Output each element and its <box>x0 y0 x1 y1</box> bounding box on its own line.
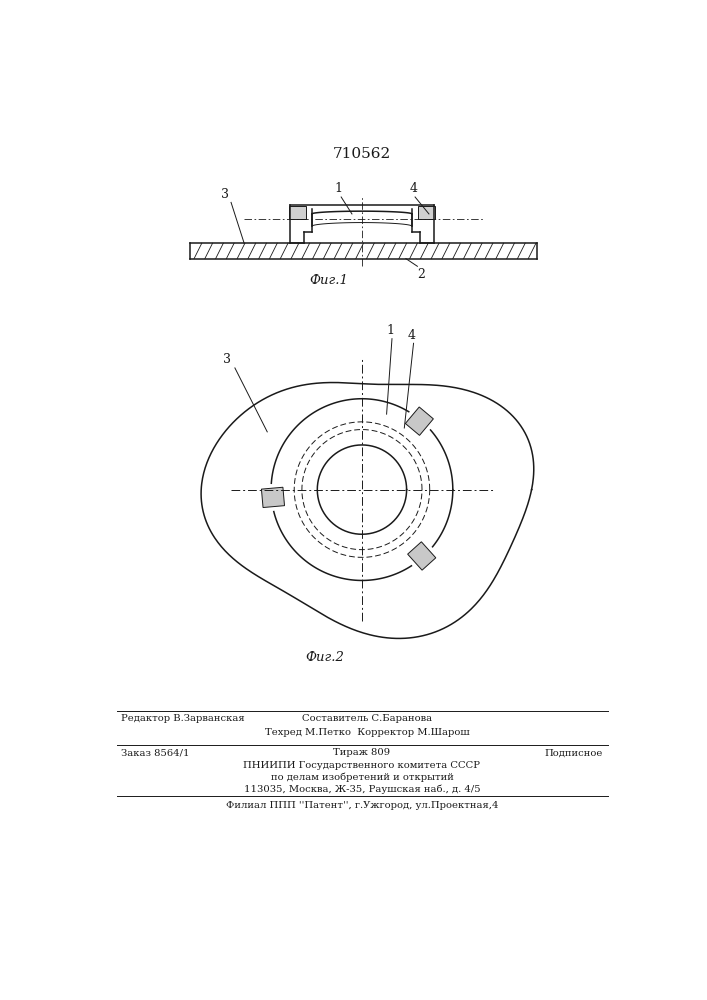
Polygon shape <box>418 206 435 219</box>
Text: ПНИИПИ Государственного комитета СССР: ПНИИПИ Государственного комитета СССР <box>243 761 481 770</box>
Polygon shape <box>408 542 436 570</box>
Text: 710562: 710562 <box>333 147 391 161</box>
Text: 3: 3 <box>221 188 229 201</box>
Text: Редактор В.Зарванская: Редактор В.Зарванская <box>121 714 245 723</box>
Polygon shape <box>405 407 433 435</box>
Text: Подписное: Подписное <box>544 748 603 757</box>
Text: Заказ 8564/1: Заказ 8564/1 <box>121 748 189 757</box>
Text: Техред М.Петко  Корректор М.Шарош: Техред М.Петко Корректор М.Шарош <box>265 728 469 737</box>
Text: 1: 1 <box>335 182 343 195</box>
Text: 1: 1 <box>387 324 395 337</box>
Text: Составитель С.Баранова: Составитель С.Баранова <box>303 714 433 723</box>
Text: 4: 4 <box>409 182 418 195</box>
Text: Филиал ППП ''Патент'', г.Ужгород, ул.Проектная,4: Филиал ППП ''Патент'', г.Ужгород, ул.Про… <box>226 801 498 810</box>
Text: Фиг.2: Фиг.2 <box>305 651 344 664</box>
Polygon shape <box>288 206 305 219</box>
Text: 113035, Москва, Ж-35, Раушская наб., д. 4/5: 113035, Москва, Ж-35, Раушская наб., д. … <box>244 785 480 794</box>
Text: Тираж 809: Тираж 809 <box>334 748 390 757</box>
Text: 3: 3 <box>223 353 231 366</box>
Text: 2: 2 <box>417 268 425 281</box>
Text: 4: 4 <box>408 329 416 342</box>
Text: по делам изобретений и открытий: по делам изобретений и открытий <box>271 773 453 782</box>
Text: Фиг.1: Фиг.1 <box>310 274 349 287</box>
Polygon shape <box>262 487 284 508</box>
